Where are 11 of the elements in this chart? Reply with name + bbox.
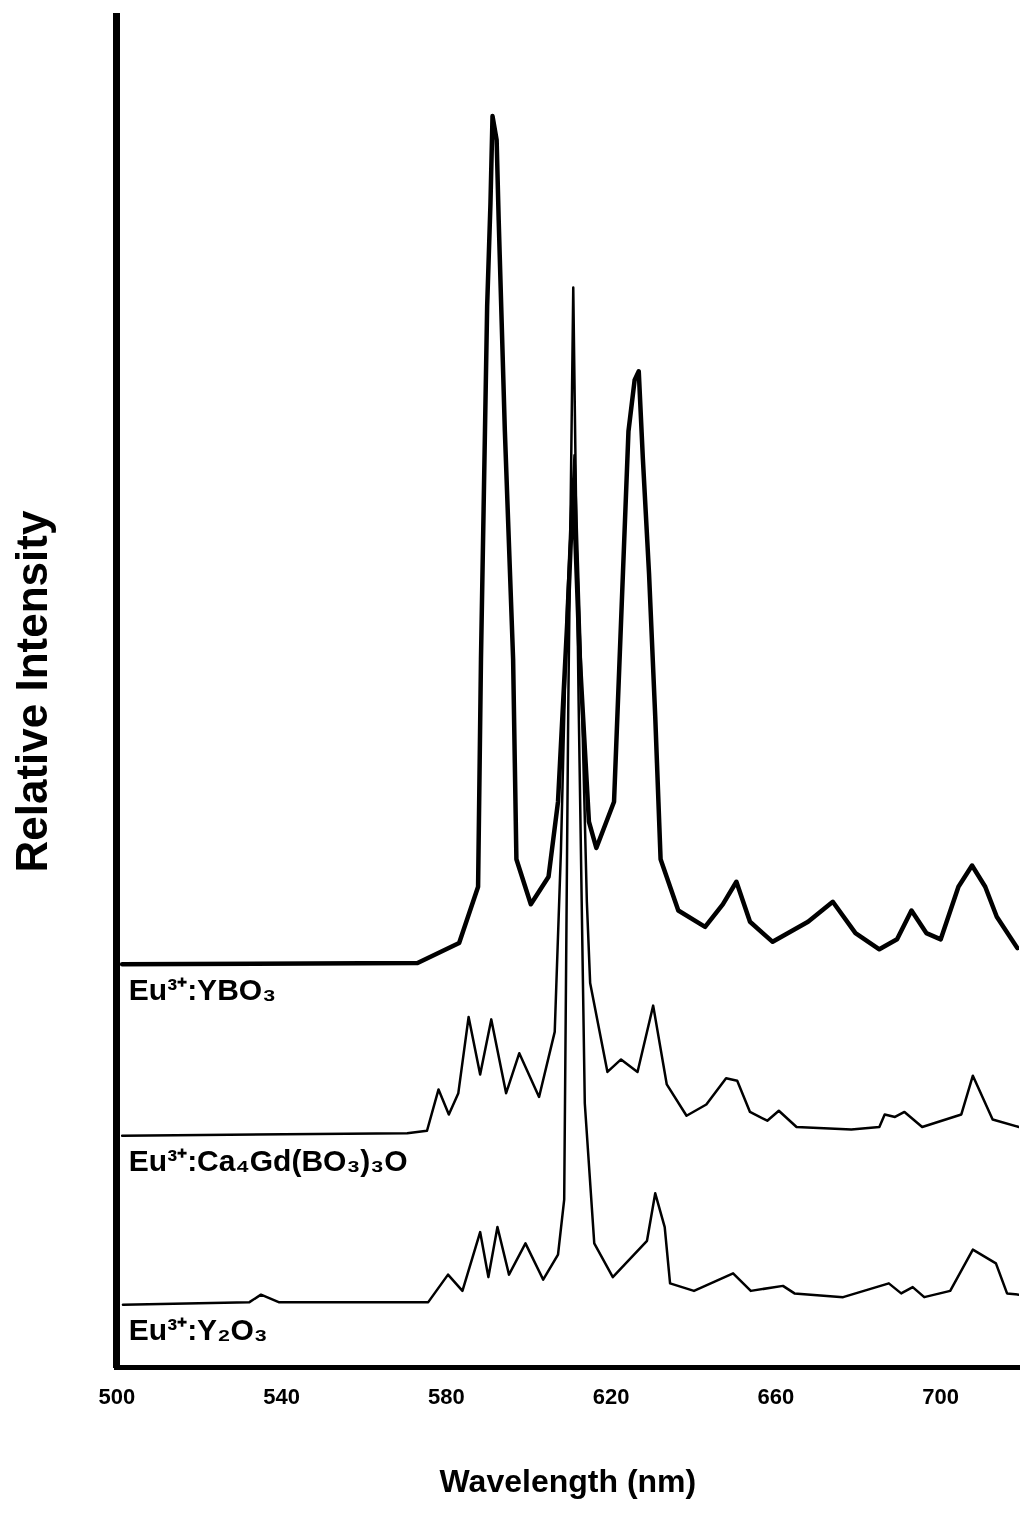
x-axis-title: Wavelength (nm)	[439, 1462, 697, 1499]
x-tick-label: 700	[922, 1384, 960, 1410]
series-label: Eu³⁺:YBO₃	[128, 972, 276, 1006]
x-tick-label: 660	[757, 1384, 795, 1410]
y-axis-title: Relative Intensity	[6, 510, 56, 873]
x-tick-label: 580	[428, 1384, 465, 1410]
x-tick-label: 500	[98, 1384, 136, 1410]
x-tick-label: 620	[592, 1384, 630, 1410]
series-label: Eu³⁺:Y₂O₃	[128, 1312, 268, 1346]
series-label: Eu³⁺:Ca₄Gd(BO₃)₃O	[128, 1144, 408, 1178]
x-tick-label: 540	[263, 1384, 300, 1410]
